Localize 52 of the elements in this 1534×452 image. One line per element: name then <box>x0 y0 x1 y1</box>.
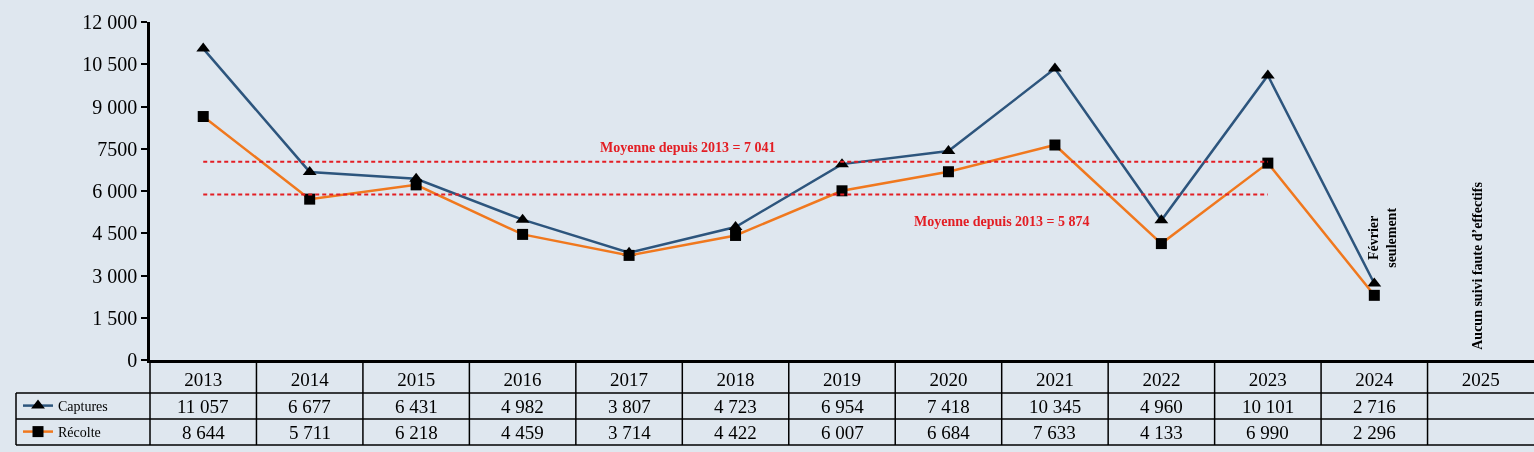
annotation: Aucun suivi faute d’effectifs <box>1469 181 1485 350</box>
ref-line-label: Moyenne depuis 2013 = 5 874 <box>914 214 1090 229</box>
annotation: Février seulement <box>1365 207 1400 268</box>
x-tick-label: 2016 <box>503 368 542 390</box>
x-tick-label: 2015 <box>397 368 436 390</box>
data-label: 2 716 <box>1353 396 1396 417</box>
y-tick-label: 10 500 <box>82 53 138 76</box>
data-label: 4 723 <box>714 396 757 417</box>
legend-label: Captures <box>58 399 108 415</box>
data-label: 6 677 <box>288 396 331 417</box>
data-label: 11 057 <box>177 396 229 417</box>
data-label: 4 459 <box>501 422 544 443</box>
x-tick-label: 2014 <box>290 368 330 390</box>
data-label: 5 711 <box>289 422 332 443</box>
data-label: 10 345 <box>1029 396 1082 417</box>
data-label: 7 418 <box>927 396 970 417</box>
data-label: 4 982 <box>501 396 544 417</box>
y-tick-label: 7500 <box>97 137 138 160</box>
data-label: 4 422 <box>714 422 757 443</box>
data-label: 6 990 <box>1246 422 1289 443</box>
x-tick-label: 2021 <box>1035 368 1074 390</box>
x-tick-label: 2019 <box>823 368 861 390</box>
data-label: 7 633 <box>1033 422 1076 443</box>
y-tick-label: 12 000 <box>82 11 138 33</box>
data-label: 4 133 <box>1140 422 1183 443</box>
data-label: 6 431 <box>395 396 438 417</box>
ref-line-label: Moyenne depuis 2013 = 7 041 <box>600 140 776 155</box>
x-tick-label: 2017 <box>610 368 649 390</box>
data-label: 10 101 <box>1242 396 1295 417</box>
y-tick-label: 9 000 <box>92 95 138 118</box>
x-tick-label: 2024 <box>1355 368 1394 390</box>
legend-label: Récolte <box>58 425 101 441</box>
data-label: 3 714 <box>608 422 652 443</box>
y-tick-label: 0 <box>127 349 138 371</box>
data-label: 6 007 <box>821 422 864 443</box>
y-tick-label: 3 000 <box>92 264 138 287</box>
x-tick-label: 2013 <box>184 368 223 390</box>
x-tick-label: 2023 <box>1248 368 1287 390</box>
y-tick-label: 1 500 <box>92 306 138 329</box>
data-label: 6 954 <box>821 396 865 417</box>
data-label: 3 807 <box>608 396 651 417</box>
x-tick-label: 2018 <box>716 368 755 390</box>
data-label: 4 960 <box>1140 396 1183 417</box>
data-label: 6 218 <box>395 422 438 443</box>
y-tick-label: 6 000 <box>92 180 138 202</box>
x-tick-label: 2022 <box>1142 368 1181 390</box>
y-tick-label: 4 500 <box>92 222 138 245</box>
data-label: 6 684 <box>927 422 971 443</box>
data-label: 2 296 <box>1353 422 1396 443</box>
x-tick-label: 2020 <box>929 368 968 390</box>
x-tick-label: 2025 <box>1461 368 1500 390</box>
data-label: 8 644 <box>182 422 226 443</box>
